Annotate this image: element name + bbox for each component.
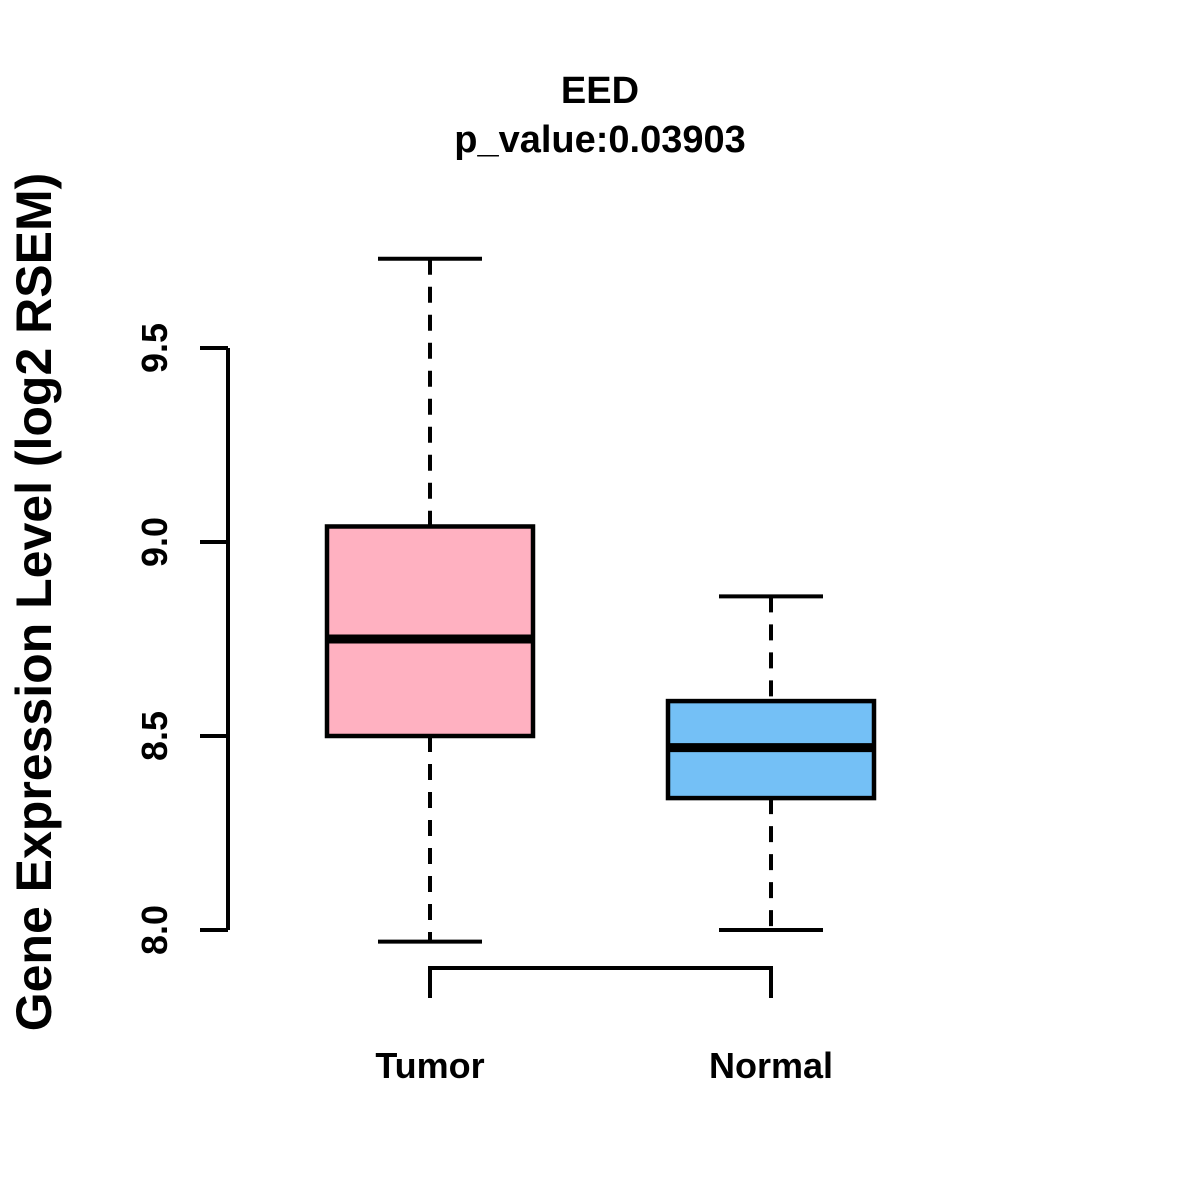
p-value-subtitle: p_value:0.03903 (454, 119, 746, 161)
y-axis-tick-label: 9.0 (134, 517, 175, 567)
x-axis-bracket (428, 966, 773, 998)
box-tumor (324, 524, 536, 739)
y-axis-tick-label: 9.5 (134, 323, 175, 373)
chart-title: EED (560, 70, 640, 112)
category-label-normal: Normal (709, 1045, 833, 1086)
y-axis-tick-label: 8.5 (134, 711, 175, 761)
category-label-tumor: Tumor (375, 1045, 484, 1086)
y-axis-tick-label: 8.0 (134, 905, 175, 955)
